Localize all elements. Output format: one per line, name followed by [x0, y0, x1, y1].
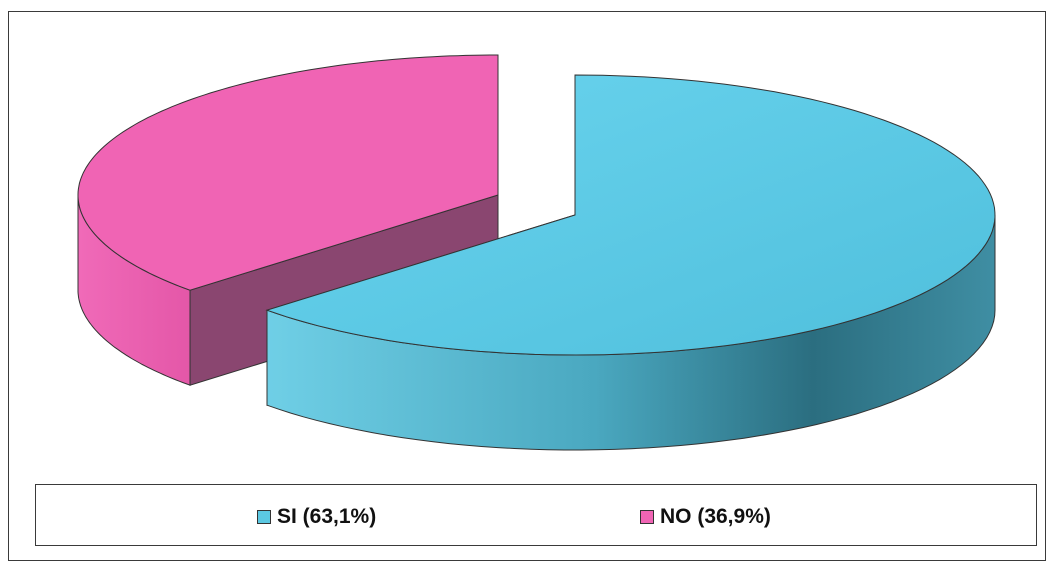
- legend-swatch-si: [257, 510, 271, 524]
- legend-label-si: SI (63,1%): [277, 505, 377, 528]
- legend-label-no: NO (36,9%): [660, 505, 771, 528]
- legend-swatch-no: [640, 510, 654, 524]
- legend-item-no: NO (36,9%): [640, 505, 771, 529]
- slice-no-top: [77, 54, 499, 291]
- slice-si-top: [265, 74, 996, 356]
- legend: SI (63,1%) NO (36,9%): [35, 484, 1037, 546]
- legend-item-si: SI (63,1%): [257, 505, 376, 529]
